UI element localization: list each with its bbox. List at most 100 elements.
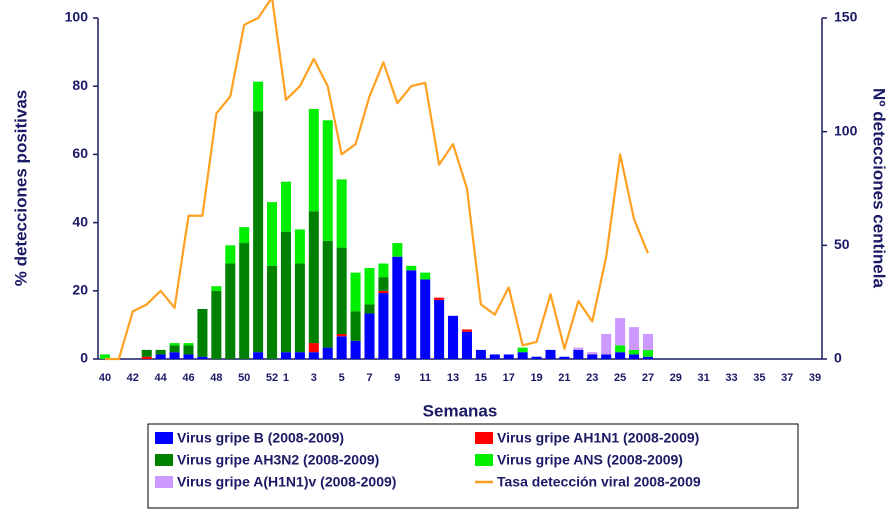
bar-segment — [392, 256, 403, 359]
x-tick-label: 5 — [339, 372, 345, 384]
x-tick-label: 31 — [698, 372, 710, 384]
bar-segment — [211, 286, 222, 291]
bar-segment — [183, 343, 194, 346]
y-tick-label: 20 — [72, 282, 88, 298]
y-tick-label: 40 — [72, 213, 88, 229]
x-tick-label: 48 — [210, 372, 222, 384]
legend-label: Virus gripe ANS (2008-2009) — [497, 452, 683, 468]
x-tick-label: 19 — [530, 372, 542, 384]
bar-segment — [573, 347, 584, 350]
x-tick-label: 29 — [670, 372, 682, 384]
x-tick-label: 13 — [447, 372, 459, 384]
bar-segment — [155, 349, 166, 355]
bar-segment — [197, 308, 208, 357]
bar-segment — [587, 352, 598, 355]
legend-box — [147, 423, 799, 509]
bar-segment — [461, 331, 472, 359]
x-tick-label: 27 — [642, 372, 654, 384]
y-tick-label: 0 — [80, 350, 88, 366]
bar-segment — [364, 313, 375, 359]
bar-segment — [308, 352, 319, 359]
bar-segment — [392, 243, 403, 257]
x-tick-label: 39 — [809, 372, 821, 384]
bar-segment — [420, 272, 431, 280]
x-tick-label: 35 — [753, 372, 765, 384]
bar-segment — [629, 327, 640, 350]
bar-segment — [378, 290, 389, 294]
legend-swatch — [155, 454, 173, 466]
bar-segment — [378, 263, 389, 278]
y2-axis-title: Nº detecciones centinela — [870, 88, 889, 288]
x-tick-label: 1 — [283, 372, 289, 384]
bar-segment — [406, 270, 417, 359]
bar-segment — [615, 352, 626, 359]
bar-segment — [280, 181, 291, 232]
bar-segment — [378, 293, 389, 359]
bar-segment — [99, 354, 110, 359]
bar-segment — [322, 240, 333, 348]
bar-segment — [364, 304, 375, 314]
bar-segment — [336, 247, 347, 334]
x-tick-label: 25 — [614, 372, 626, 384]
y2-tick-label: 50 — [834, 236, 850, 252]
bar-segment — [517, 347, 528, 353]
bar-segment — [294, 352, 305, 359]
legend-swatch — [475, 454, 493, 466]
bar-segment — [434, 297, 445, 300]
y-axis-title: % detecciones positivas — [11, 90, 30, 287]
bar-segment — [211, 290, 222, 359]
bar-segment — [587, 354, 598, 359]
bar-segment — [406, 265, 417, 271]
bar-segment — [573, 349, 584, 359]
bar-segment — [350, 272, 361, 312]
bar-segment — [322, 120, 333, 241]
bar-segment — [642, 333, 653, 350]
bar-segment — [629, 354, 640, 359]
bar-segment — [239, 227, 250, 244]
x-tick-label: 52 — [266, 372, 278, 384]
y-tick-label: 80 — [72, 77, 88, 93]
x-tick-label: 42 — [127, 372, 139, 384]
bar-segment — [169, 345, 180, 353]
legend-swatch — [155, 476, 173, 488]
x-tick-label: 21 — [558, 372, 570, 384]
bar-segment — [253, 81, 264, 112]
x-tick-label: 33 — [725, 372, 737, 384]
bar-segment — [420, 279, 431, 359]
x-tick-label: 44 — [155, 372, 168, 384]
y-tick-label: 60 — [72, 145, 88, 161]
x-tick-label: 23 — [586, 372, 598, 384]
bar-segment — [308, 343, 319, 353]
line-series — [104, 0, 649, 361]
bar-segment — [294, 263, 305, 353]
legend-label: Tasa detección viral 2008-2009 — [497, 474, 701, 490]
bar-segment — [267, 202, 278, 266]
y2-tick-label: 100 — [834, 122, 858, 138]
x-tick-label: 37 — [781, 372, 793, 384]
bar-segment — [169, 352, 180, 359]
bar-segment — [531, 356, 542, 359]
x-tick-label: 50 — [238, 372, 250, 384]
bar-segment — [294, 229, 305, 264]
bar-segment — [517, 352, 528, 359]
x-tick-label: 15 — [475, 372, 487, 384]
bar-segment — [336, 179, 347, 248]
bar-segment — [364, 268, 375, 305]
x-tick-label: 46 — [182, 372, 194, 384]
bar-segment — [642, 356, 653, 359]
bar-segment — [280, 231, 291, 353]
x-tick-label: 9 — [394, 372, 400, 384]
bar-segment — [253, 352, 264, 359]
bar-segment — [141, 356, 152, 359]
y2-tick-label: 150 — [834, 9, 858, 25]
bar-segment — [322, 347, 333, 359]
bar-segment — [336, 333, 347, 337]
bar-segment — [434, 299, 445, 359]
bar-segment — [183, 345, 194, 355]
bar-segment — [155, 354, 166, 359]
x-tick-label: 11 — [419, 372, 431, 384]
bar-segment — [489, 354, 500, 359]
bar-segment — [183, 354, 194, 359]
bar-segment — [545, 349, 556, 359]
bar-segment — [642, 349, 653, 357]
